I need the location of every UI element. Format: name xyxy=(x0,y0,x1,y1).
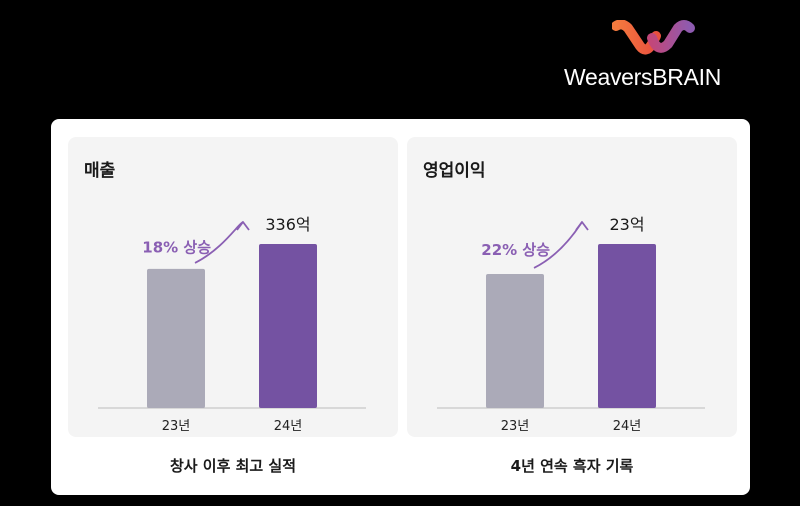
bar-curr-year xyxy=(598,244,656,408)
operating-profit-caption: 4년 연속 흑자 기록 xyxy=(510,457,634,475)
x-tick-label: 23년 xyxy=(162,419,191,434)
revenue-caption: 창사 이후 최고 실적 xyxy=(169,457,297,475)
bar-curr-year xyxy=(259,244,317,408)
brand-logo: WeaversBRAIN xyxy=(564,20,754,90)
revenue-title: 매출 xyxy=(84,161,116,181)
brand-name: WeaversBRAIN xyxy=(564,64,722,90)
arrow-head-icon xyxy=(236,221,250,231)
growth-label: 18% 상승 xyxy=(142,238,211,256)
bar-prev-year xyxy=(147,268,205,408)
operating-profit-chart: 23년 24년 23억 22% 상승 xyxy=(437,215,705,434)
revenue-chart: 23년 24년 336억 18% 상승 xyxy=(98,215,366,434)
arrow-head-icon xyxy=(575,221,589,231)
operating-profit-title: 영업이익 xyxy=(423,161,486,181)
x-tick-label: 24년 xyxy=(613,419,642,434)
x-tick-label: 24년 xyxy=(274,419,303,434)
bar-value-label: 336억 xyxy=(265,215,310,234)
bar-value-label: 23억 xyxy=(609,215,644,234)
bar-prev-year xyxy=(486,273,544,408)
growth-label: 22% 상승 xyxy=(481,241,550,259)
operating-profit-panel: 영업이익 23년 24년 23억 22% 상승 xyxy=(407,137,737,437)
x-tick-label: 23년 xyxy=(501,419,530,434)
weaversbrain-logo-mark xyxy=(612,20,695,55)
revenue-panel: 매출 23년 24년 336억 18% 상승 xyxy=(68,137,398,437)
results-card: 매출 23년 24년 336억 18% 상승 영업이익 23년 24년 23억 22% 상승… xyxy=(51,119,750,495)
